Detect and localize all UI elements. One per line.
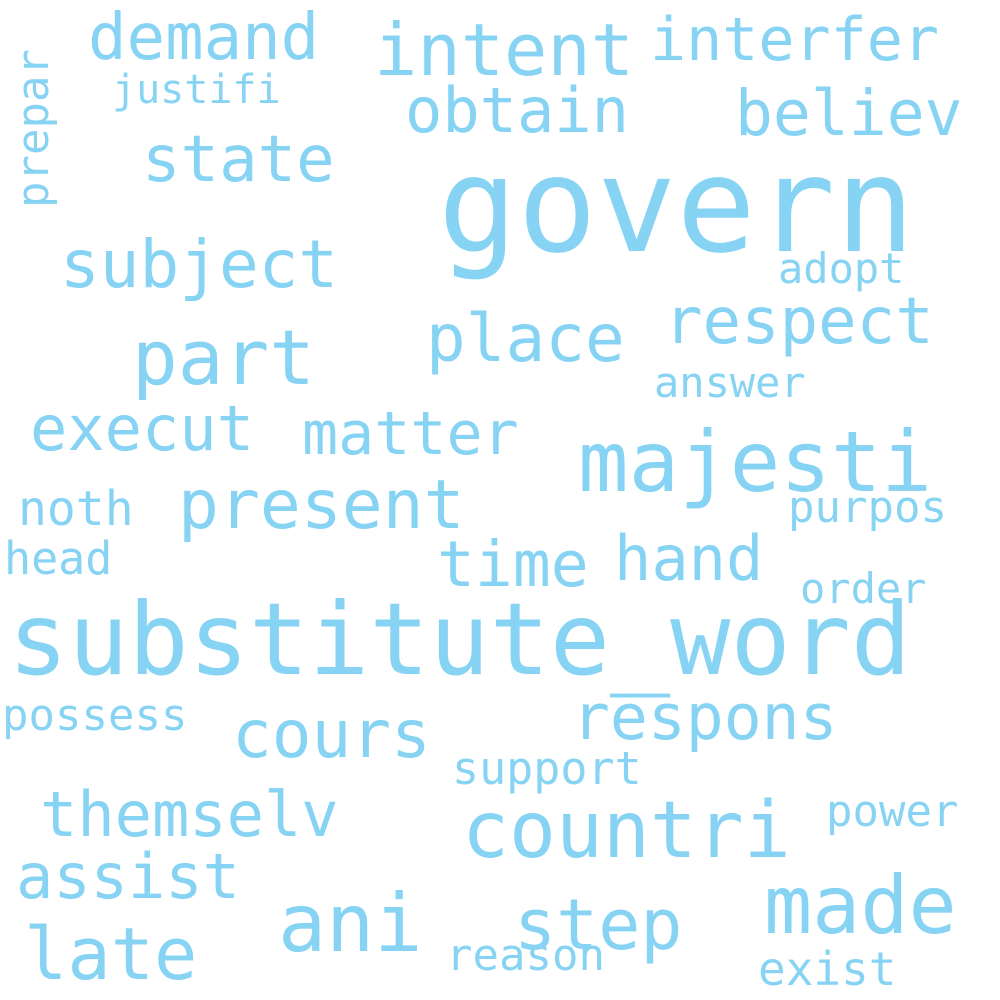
word-subject: subject bbox=[60, 226, 339, 303]
word-power: power bbox=[826, 786, 959, 837]
word-exist: exist bbox=[758, 942, 897, 996]
word-govern: govern bbox=[438, 129, 915, 283]
word-matter: matter bbox=[302, 399, 519, 469]
word-demand: demand bbox=[88, 1, 320, 75]
word-step: step bbox=[514, 884, 683, 966]
word-cours: cours bbox=[232, 696, 431, 773]
word-hand: hand bbox=[614, 522, 764, 595]
word-head: head bbox=[4, 532, 113, 585]
word-majesti: majesti bbox=[578, 413, 933, 511]
word-support: support bbox=[452, 742, 642, 795]
word-substitute-word: substitute_word bbox=[8, 581, 912, 698]
word-place: place bbox=[426, 300, 625, 377]
word-respect: respect bbox=[664, 285, 934, 359]
word-ani: ani bbox=[278, 877, 423, 970]
word-time: time bbox=[437, 528, 589, 601]
word-prepar: prepar bbox=[8, 49, 59, 208]
word-order: order bbox=[800, 564, 927, 613]
word-adopt: adopt bbox=[778, 244, 905, 293]
word-interfer: interfer bbox=[650, 5, 939, 75]
word-reason: reason bbox=[446, 930, 605, 981]
word-present: present bbox=[178, 466, 465, 545]
word-part: part bbox=[132, 313, 316, 402]
word-answer: answer bbox=[654, 358, 806, 407]
word-justifi: justifi bbox=[112, 67, 281, 113]
word-themselv: themselv bbox=[40, 778, 339, 851]
word-respons: respons bbox=[572, 681, 838, 754]
word-noth: noth bbox=[18, 481, 134, 537]
word-made: made bbox=[764, 859, 957, 952]
word-state: state bbox=[142, 123, 335, 197]
word-countri: countri bbox=[462, 786, 791, 876]
word-possess: possess bbox=[2, 690, 188, 741]
word-assist: assist bbox=[16, 840, 240, 913]
word-believ: believ bbox=[735, 77, 963, 150]
word-obtain: obtain bbox=[405, 74, 629, 147]
word-intent: intent bbox=[374, 8, 635, 92]
word-purpos: purpos bbox=[788, 482, 947, 533]
word-execut: execut bbox=[30, 392, 254, 465]
word-late: late bbox=[24, 912, 198, 996]
